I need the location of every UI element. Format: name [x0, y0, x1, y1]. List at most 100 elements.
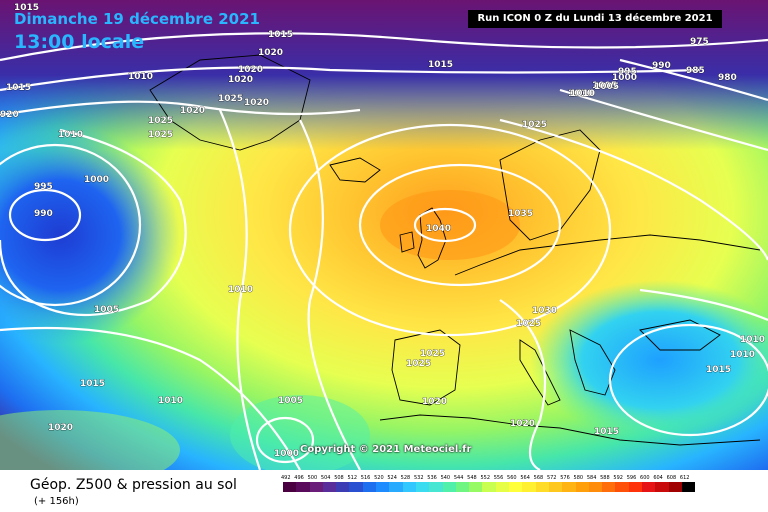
scale-label: 552 — [480, 475, 490, 481]
isobar-label: 1010 — [730, 350, 755, 360]
scale-cell: 556 — [494, 475, 510, 492]
scale-label: 556 — [493, 475, 504, 481]
isobar-label: 1020 — [244, 98, 269, 108]
scale-label: 576 — [560, 475, 570, 481]
scale-cell: 564 — [520, 475, 536, 492]
color-scale: 492 496 500 504 508 512 516 520 524 528 532 536 540 5… — [281, 475, 696, 492]
scale-cell: 592 — [613, 475, 629, 492]
isobar-label: 1020 — [180, 106, 205, 116]
isobar-label: 1010 — [228, 285, 253, 295]
legend-subtitle: (+ 156h) — [34, 496, 79, 507]
scale-cell: 552 — [480, 475, 496, 492]
scale-cell: 548 — [467, 475, 483, 492]
isobar-label: 1020 — [510, 419, 535, 429]
isobar-label: 1025 — [420, 349, 445, 359]
scale-label: 588 — [600, 475, 610, 481]
scale-label: 572 — [546, 475, 557, 481]
scale-cell: 500 — [308, 475, 323, 492]
scale-label: 500 — [307, 475, 318, 481]
isobar-label: 975 — [690, 37, 709, 47]
scale-cell: 572 — [547, 475, 563, 492]
scale-cell: 504 — [321, 475, 337, 492]
scale-label: 536 — [427, 475, 437, 481]
scale-cell: 544 — [454, 475, 470, 492]
isobar-label: 1000 — [84, 175, 109, 185]
scale-cell: 580 — [574, 475, 589, 492]
isobar-labels: 1015 1015 1015 920 1010 1010 1020 1020 1… — [0, 3, 765, 460]
scale-label: 584 — [586, 475, 597, 481]
scale-cell: 496 — [294, 475, 310, 492]
scale-label: 604 — [653, 475, 663, 481]
isobars — [0, 32, 768, 471]
isobar-label: 1005 — [278, 396, 303, 406]
isobar-label: 1020 — [422, 397, 447, 407]
isobar-label: 920 — [0, 110, 19, 120]
isobar-label: 1025 — [516, 319, 541, 329]
scale-cell: 584 — [587, 475, 603, 492]
isobar-label: 1025 — [148, 130, 173, 140]
scale-cell: 596 — [627, 475, 643, 492]
isobar-label: 1020 — [238, 65, 263, 75]
forecast-date: Dimanche 19 décembre 2021 — [14, 10, 260, 28]
isobar-label: 1025 — [522, 120, 547, 130]
isobar-label: 1005 — [94, 305, 119, 315]
scale-cell: 608 — [667, 475, 682, 492]
isobar-label: 1010 — [158, 396, 183, 406]
isobar-label: 1010 — [740, 335, 765, 345]
scale-cell: 540 — [441, 475, 456, 492]
isobar-label: 1040 — [426, 224, 451, 234]
copyright: Copyright © 2021 Meteociel.fr — [300, 444, 472, 455]
isobar-label: 980 — [718, 73, 737, 83]
isobar-label: 990 — [652, 61, 671, 71]
run-info: Run ICON 0 Z du Lundi 13 décembre 2021 — [468, 10, 722, 28]
scale-cell: 508 — [334, 475, 350, 492]
scale-label: 512 — [347, 475, 358, 481]
scale-cell: 524 — [387, 475, 403, 492]
isobar-label: 995 — [618, 67, 637, 77]
scale-label: 516 — [360, 475, 371, 481]
coastlines — [149, 54, 761, 446]
scale-label: 580 — [573, 475, 584, 481]
scale-label: 612 — [679, 475, 690, 481]
isobar-label: 1015 — [594, 427, 619, 437]
scale-label: 564 — [520, 475, 530, 481]
scale-label: 540 — [440, 475, 451, 481]
isobar-label: 1025 — [406, 359, 431, 369]
scale-cell: 492 — [281, 475, 297, 492]
scale-cell: 520 — [374, 475, 390, 492]
scale-label: 608 — [666, 475, 677, 481]
scale-label: 508 — [334, 475, 344, 481]
scale-cell: 536 — [427, 475, 443, 492]
scale-cell: 528 — [401, 475, 416, 492]
isobar-label: 1015 — [14, 3, 39, 13]
scale-cell: 568 — [534, 475, 549, 492]
isobar-label: 1035 — [508, 209, 533, 219]
isobar-label: 1030 — [532, 306, 557, 316]
scale-cell: 516 — [361, 475, 377, 492]
scale-label: 520 — [374, 475, 384, 481]
isobar-label: 1015 — [80, 379, 105, 389]
scale-label: 492 — [281, 475, 291, 481]
scale-cell: 588 — [600, 475, 616, 492]
scale-cell: 560 — [507, 475, 523, 492]
scale-label: 600 — [640, 475, 650, 481]
legend-title: Géop. Z500 & pression au sol — [30, 477, 237, 493]
scale-label: 544 — [453, 475, 464, 481]
isobar-label: 985 — [686, 66, 705, 76]
scale-label: 528 — [400, 475, 411, 481]
scale-label: 548 — [467, 475, 477, 481]
isobar-label: 1015 — [268, 30, 293, 40]
isobar-label: 995 — [34, 182, 53, 192]
isobar-label: 1005 — [592, 81, 617, 91]
isobar-label: 1015 — [6, 83, 31, 93]
scale-cell: 532 — [414, 475, 430, 492]
scale-label: 532 — [413, 475, 424, 481]
isobar-label: 990 — [34, 209, 53, 219]
scale-label: 592 — [613, 475, 623, 481]
isobar-label: 1025 — [148, 116, 173, 126]
scale-cell: 612 — [680, 475, 696, 492]
isobar-label: 1020 — [258, 48, 283, 58]
isobar-label: 1010 — [570, 89, 595, 99]
legend-footer: Géop. Z500 & pression au sol (+ 156h) 49… — [0, 470, 768, 512]
